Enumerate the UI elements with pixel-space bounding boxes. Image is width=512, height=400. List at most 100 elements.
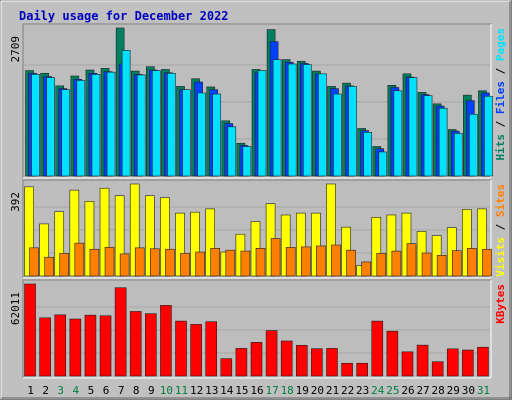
sites-bar bbox=[29, 247, 39, 277]
series-label: Sites bbox=[494, 184, 507, 217]
kbytes-bar bbox=[265, 330, 278, 377]
day-label: 5 bbox=[88, 384, 95, 397]
day-label: 10 bbox=[160, 384, 173, 397]
kbytes-bar bbox=[84, 314, 97, 377]
kbytes-bar bbox=[477, 346, 489, 377]
pages-bar bbox=[333, 93, 342, 177]
day-label: 12 bbox=[190, 384, 203, 397]
day-label: 21 bbox=[326, 384, 339, 397]
kbytes-bar bbox=[371, 320, 384, 377]
visits-bar bbox=[39, 223, 49, 277]
visits-bar bbox=[175, 212, 185, 277]
sites-bar bbox=[331, 244, 341, 277]
sites-bar bbox=[467, 248, 477, 277]
sites-bar bbox=[240, 250, 251, 277]
sites-bar bbox=[59, 253, 70, 277]
series-kbytes-bars bbox=[24, 283, 489, 377]
day-label: 20 bbox=[311, 384, 324, 397]
pages-bar bbox=[167, 72, 176, 177]
panel-max-label: 62011 bbox=[9, 292, 22, 325]
visits-bar bbox=[145, 195, 155, 277]
pages-bar bbox=[408, 77, 418, 177]
visits-bar bbox=[99, 187, 110, 277]
sites-bar bbox=[361, 261, 371, 277]
day-label: 9 bbox=[148, 384, 155, 397]
kbytes-bar bbox=[341, 362, 353, 377]
pages-bar bbox=[76, 80, 86, 177]
sites-bar bbox=[195, 251, 205, 277]
visits-bar bbox=[280, 214, 291, 277]
sites-bar bbox=[119, 253, 130, 277]
sites-bar bbox=[89, 248, 100, 277]
visits-bar bbox=[462, 209, 472, 277]
pages-bar bbox=[272, 59, 282, 177]
sites-bar bbox=[376, 253, 387, 277]
day-label: 17 bbox=[265, 384, 278, 397]
series-label: / bbox=[494, 114, 507, 134]
sites-bar bbox=[285, 247, 296, 277]
sites-bar bbox=[421, 252, 432, 277]
series-label: Visits bbox=[494, 237, 507, 277]
visits-bar bbox=[114, 195, 125, 277]
sites-bar bbox=[436, 255, 447, 277]
pages-bar bbox=[136, 74, 146, 177]
pages-bar bbox=[121, 50, 131, 177]
day-label: 19 bbox=[296, 384, 309, 397]
sites-bar bbox=[270, 238, 281, 277]
visits-bar bbox=[84, 201, 95, 277]
pages-bar bbox=[242, 146, 252, 177]
chart-title: Daily usage for December 2022 bbox=[19, 9, 229, 23]
day-label: 6 bbox=[103, 384, 110, 397]
visits-bar bbox=[160, 197, 170, 277]
series-pages-bars bbox=[31, 50, 493, 177]
day-label: 16 bbox=[250, 384, 263, 397]
sites-bar bbox=[225, 249, 236, 277]
day-label: 26 bbox=[401, 384, 414, 397]
kbytes-bar bbox=[99, 315, 112, 377]
visits-bar bbox=[386, 214, 397, 277]
day-label: 14 bbox=[220, 384, 234, 397]
kbytes-bar bbox=[129, 311, 142, 377]
pages-bar bbox=[287, 63, 297, 177]
visits-bar bbox=[129, 183, 140, 277]
visits-bar bbox=[24, 186, 34, 277]
visits-bar bbox=[205, 208, 216, 277]
pages-bar bbox=[453, 133, 463, 177]
pages-bar bbox=[257, 70, 267, 177]
day-label: 23 bbox=[356, 384, 369, 397]
kbytes-bar bbox=[250, 342, 263, 377]
kbytes-bar bbox=[235, 348, 248, 377]
pages-bar bbox=[31, 74, 40, 177]
visits-bar bbox=[326, 183, 336, 277]
kbytes-bar bbox=[401, 351, 414, 377]
day-label: 27 bbox=[416, 384, 429, 397]
panel-top: 2709 Hits / Files / Pages bbox=[9, 23, 507, 179]
series-label: Files bbox=[494, 81, 507, 114]
sites-bar bbox=[165, 248, 175, 277]
kbytes-bar bbox=[220, 358, 233, 377]
kbytes-bar bbox=[205, 321, 218, 377]
visits-bar bbox=[54, 211, 65, 277]
sites-bar bbox=[134, 247, 145, 277]
day-label: 3 bbox=[57, 384, 64, 397]
kbytes-bar bbox=[311, 348, 323, 377]
day-label: 18 bbox=[281, 384, 294, 397]
panel-series-labels: KBytes bbox=[494, 284, 507, 324]
kbytes-bar bbox=[69, 318, 82, 377]
pages-bar bbox=[302, 64, 312, 177]
series-label: Pages bbox=[494, 28, 507, 61]
sites-bar bbox=[391, 250, 402, 277]
sites-bar bbox=[210, 248, 221, 277]
sites-bar bbox=[104, 247, 115, 277]
pages-bar bbox=[438, 107, 448, 177]
pages-bar bbox=[348, 86, 357, 177]
pages-bar bbox=[318, 73, 327, 177]
sites-bar bbox=[74, 242, 85, 277]
visits-bar bbox=[190, 211, 200, 277]
day-label: 4 bbox=[73, 384, 80, 397]
day-label: 25 bbox=[386, 384, 399, 397]
panel-bottom: 62011 KBytes bbox=[9, 279, 507, 379]
pages-bar bbox=[182, 89, 191, 177]
